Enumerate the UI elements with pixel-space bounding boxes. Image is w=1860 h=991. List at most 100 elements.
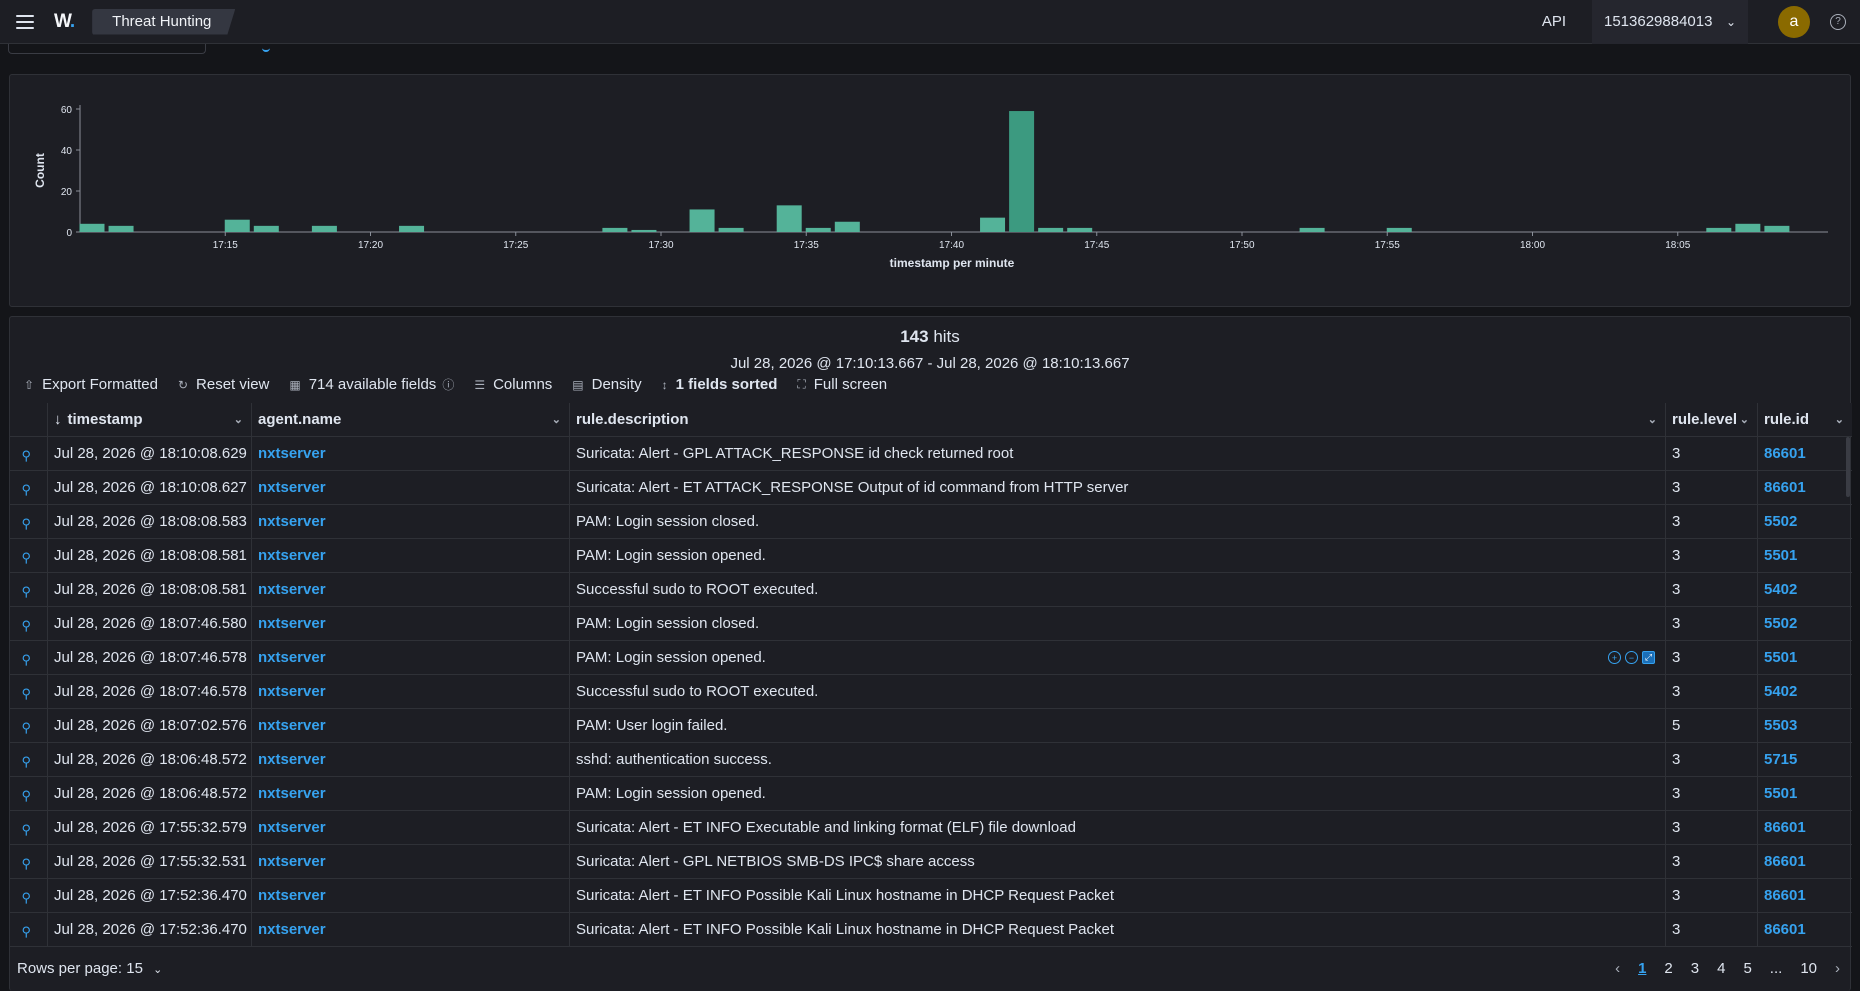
rule-id-link[interactable]: 86601	[1764, 479, 1806, 496]
page-link[interactable]: 2	[1664, 960, 1673, 977]
table-row[interactable]: ⚲ Jul 28, 2026 @ 18:07:46.580 nxtserver PAM…	[10, 607, 1852, 641]
table-row[interactable]: ⚲ Jul 28, 2026 @ 18:08:08.583 nxtserver PAM…	[10, 505, 1852, 539]
inspect-row-button[interactable]: ⚲	[10, 607, 48, 640]
prev-page-icon[interactable]: ‹	[1615, 960, 1621, 977]
table-row[interactable]: ⚲ Jul 28, 2026 @ 17:52:36.470 nxtserver Sur…	[10, 879, 1852, 913]
columns-button[interactable]: ☰ Columns	[474, 376, 553, 393]
full-screen-button[interactable]: ⛶ Full screen	[797, 376, 888, 393]
page-link[interactable]: 10	[1800, 960, 1817, 977]
column-header-rule-id[interactable]: rule.id ⌄	[1764, 411, 1844, 428]
filter-for-icon[interactable]: +	[1608, 651, 1621, 664]
agent-link[interactable]: nxtserver	[258, 853, 326, 870]
agent-link[interactable]: nxtserver	[258, 683, 326, 700]
rule-id-link[interactable]: 86601	[1764, 445, 1806, 462]
available-fields-button[interactable]: ▦ 714 available fields ⓘ	[289, 376, 455, 393]
table-row[interactable]: ⚲ Jul 28, 2026 @ 18:08:08.581 nxtserver Suc…	[10, 573, 1852, 607]
density-button[interactable]: ▤ Density	[572, 376, 642, 393]
table-row[interactable]: ⚲ Jul 28, 2026 @ 17:55:32.531 nxtserver Sur…	[10, 845, 1852, 879]
agent-link[interactable]: nxtserver	[258, 649, 326, 666]
info-icon: ⓘ	[442, 378, 455, 392]
column-header-timestamp[interactable]: ↓ timestamp ⌄	[48, 403, 252, 436]
panel-scrollbar[interactable]	[1846, 437, 1850, 497]
export-formatted-button[interactable]: ⇧ Export Formatted	[24, 376, 158, 393]
agent-link[interactable]: nxtserver	[258, 785, 326, 802]
table-row[interactable]: ⚲ Jul 28, 2026 @ 18:08:08.581 nxtserver PAM…	[10, 539, 1852, 573]
rule-id-link[interactable]: 5502	[1764, 615, 1798, 632]
agent-link[interactable]: nxtserver	[258, 887, 326, 904]
export-icon: ⇧	[24, 377, 35, 392]
breadcrumb-threat-hunting[interactable]: Threat Hunting	[92, 9, 235, 35]
inspect-row-button[interactable]: ⚲	[10, 879, 48, 912]
reset-view-button[interactable]: ↻ Reset view	[177, 376, 270, 393]
inspect-row-button[interactable]: ⚲	[10, 913, 48, 946]
rule-id-link[interactable]: 86601	[1764, 921, 1806, 938]
inspect-row-button[interactable]: ⚲	[10, 539, 48, 572]
inspect-row-button[interactable]: ⚲	[10, 505, 48, 538]
agent-link[interactable]: nxtserver	[258, 921, 326, 938]
inspect-row-button[interactable]: ⚲	[10, 471, 48, 504]
column-header-agent-name[interactable]: agent.name ⌄	[252, 403, 570, 436]
inspect-row-button[interactable]: ⚲	[10, 437, 48, 470]
rule-id-link[interactable]: 5501	[1764, 785, 1798, 802]
chevron-down-icon[interactable]: ⌄	[1647, 414, 1657, 426]
rows-per-page-select[interactable]: Rows per page: 15 ⌄	[17, 960, 163, 977]
table-row[interactable]: ⚲ Jul 28, 2026 @ 18:07:46.578 nxtserver PAM…	[10, 641, 1852, 675]
table-row[interactable]: ⚲ Jul 28, 2026 @ 18:07:46.578 nxtserver Suc…	[10, 675, 1852, 709]
rule-id-link[interactable]: 5402	[1764, 683, 1798, 700]
rule-id-link[interactable]: 5503	[1764, 717, 1798, 734]
agent-link[interactable]: nxtserver	[258, 479, 326, 496]
inspect-row-button[interactable]: ⚲	[10, 777, 48, 810]
page-link[interactable]: 1	[1638, 960, 1647, 977]
rule-id-link[interactable]: 5502	[1764, 513, 1798, 530]
help-icon[interactable]: ?	[1830, 13, 1846, 30]
cell-rule-level: 3	[1666, 913, 1758, 946]
table-row[interactable]: ⚲ Jul 28, 2026 @ 18:10:08.629 nxtserver Sur…	[10, 437, 1852, 471]
rule-id-link[interactable]: 5715	[1764, 751, 1798, 768]
rule-id-link[interactable]: 86601	[1764, 819, 1806, 836]
rule-id-link[interactable]: 86601	[1764, 887, 1806, 904]
inspect-row-button[interactable]: ⚲	[10, 845, 48, 878]
inspect-row-button[interactable]: ⚲	[10, 641, 48, 674]
chevron-down-icon[interactable]: ⌄	[551, 414, 561, 426]
page-link[interactable]: 3	[1690, 960, 1700, 977]
column-header-rule-level[interactable]: rule.level ⌄	[1666, 403, 1758, 436]
table-row[interactable]: ⚲ Jul 28, 2026 @ 18:07:02.576 nxtserver PAM…	[10, 709, 1852, 743]
filter-out-icon[interactable]: −	[1625, 651, 1638, 664]
agent-link[interactable]: nxtserver	[258, 547, 326, 564]
agent-link[interactable]: nxtserver	[258, 751, 326, 768]
agent-link[interactable]: nxtserver	[258, 445, 326, 462]
page-link[interactable]: 5	[1743, 960, 1752, 977]
inspect-row-button[interactable]: ⚲	[10, 709, 48, 742]
page-link[interactable]: 4	[1717, 960, 1726, 977]
rule-id-link[interactable]: 5402	[1764, 581, 1798, 598]
next-page-icon[interactable]: ›	[1835, 960, 1840, 977]
menu-icon[interactable]	[16, 14, 34, 29]
inspect-row-button[interactable]: ⚲	[10, 573, 48, 606]
cell-rule-description: Suricata: Alert - GPL NETBIOS SMB-DS IPC…	[570, 845, 1666, 878]
table-row[interactable]: ⚲ Jul 28, 2026 @ 17:55:32.579 nxtserver Sur…	[10, 811, 1852, 845]
api-selector[interactable]: 1513629884013 ⌄	[1592, 0, 1748, 44]
chevron-down-icon[interactable]: ⌄	[233, 414, 243, 426]
rule-id-link[interactable]: 86601	[1764, 853, 1806, 870]
table-row[interactable]: ⚲ Jul 28, 2026 @ 17:52:36.470 nxtserver Sur…	[10, 913, 1852, 947]
fields-sorted-button[interactable]: ↕ 1 fields sorted	[661, 376, 778, 393]
table-row[interactable]: ⚲ Jul 28, 2026 @ 18:06:48.572 nxtserver PAM…	[10, 777, 1852, 811]
agent-link[interactable]: nxtserver	[258, 513, 326, 530]
inspect-row-button[interactable]: ⚲	[10, 811, 48, 844]
inspect-row-button[interactable]: ⚲	[10, 743, 48, 776]
agent-link[interactable]: nxtserver	[258, 717, 326, 734]
chevron-down-icon[interactable]: ⌄	[1834, 414, 1844, 426]
table-row[interactable]: ⚲ Jul 28, 2026 @ 18:10:08.627 nxtserver Sur…	[10, 471, 1852, 505]
agent-link[interactable]: nxtserver	[258, 615, 326, 632]
avatar[interactable]: a	[1778, 5, 1810, 38]
agent-link[interactable]: nxtserver	[258, 581, 326, 598]
rule-id-link[interactable]: 5501	[1764, 547, 1798, 564]
app-logo[interactable]: W.	[54, 10, 75, 32]
rule-id-link[interactable]: 5501	[1764, 649, 1798, 666]
chevron-down-icon[interactable]: ⌄	[1739, 414, 1749, 426]
column-header-rule-description[interactable]: rule.description ⌄	[570, 403, 1666, 436]
expand-cell-icon[interactable]: ⤢	[1642, 651, 1655, 664]
agent-link[interactable]: nxtserver	[258, 819, 326, 836]
table-row[interactable]: ⚲ Jul 28, 2026 @ 18:06:48.572 nxtserver ssh…	[10, 743, 1852, 777]
inspect-row-button[interactable]: ⚲	[10, 675, 48, 708]
